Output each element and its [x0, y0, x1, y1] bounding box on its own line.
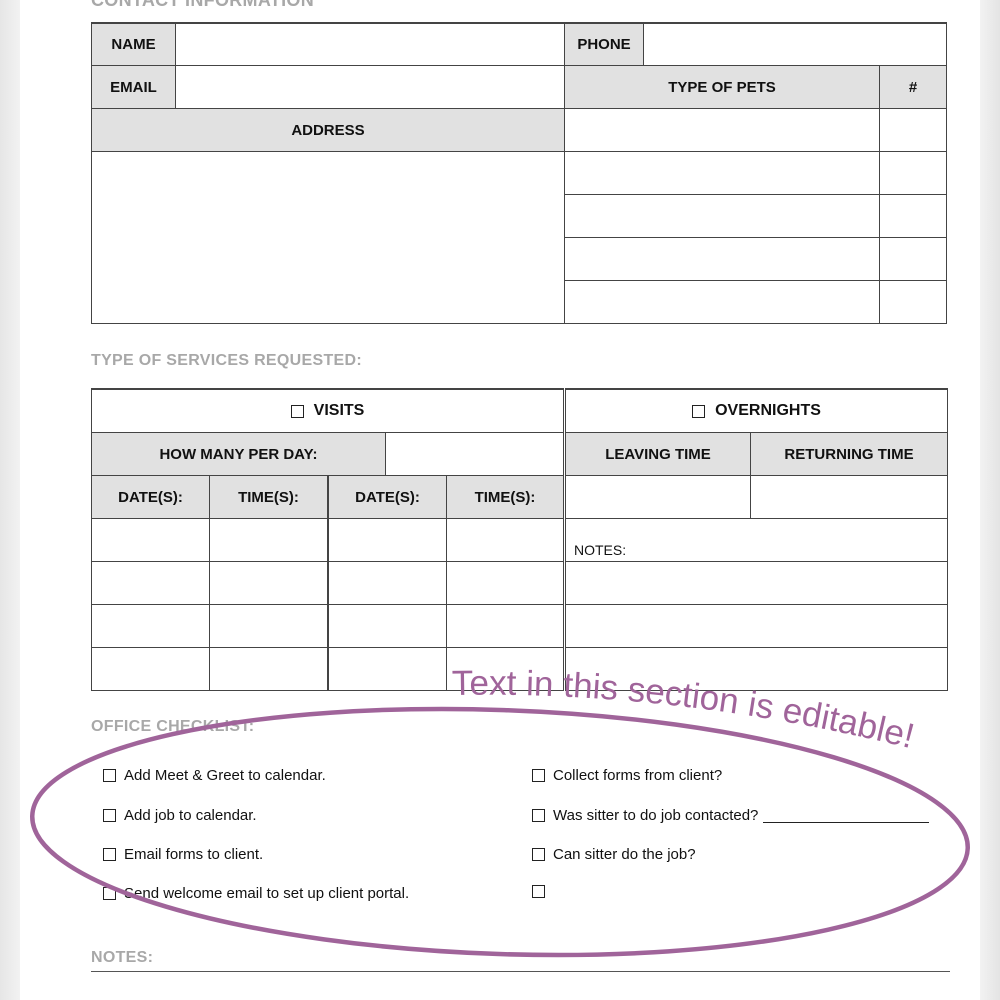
visits-label: VISITS	[313, 402, 365, 419]
checklist-item[interactable]: Add job to calendar.	[103, 807, 257, 824]
checkbox[interactable]	[532, 809, 545, 822]
checkbox[interactable]	[103, 848, 116, 861]
pets-label: TYPE OF PETS	[564, 65, 880, 109]
checklist-heading: OFFICE CHECKLIST:	[91, 718, 255, 735]
pet-count-field[interactable]	[879, 280, 947, 324]
checklist-item[interactable]: Add Meet & Greet to calendar.	[103, 767, 326, 784]
leaving-time-label: LEAVING TIME	[565, 432, 751, 476]
item-label: Can sitter do the job?	[553, 846, 696, 863]
phone-label: PHONE	[564, 22, 644, 66]
checkbox[interactable]	[532, 848, 545, 861]
item-label: Email forms to client.	[124, 846, 264, 863]
item-label: Add job to calendar.	[124, 807, 257, 824]
times-label: TIME(S):	[209, 475, 328, 519]
notes-line[interactable]	[91, 971, 950, 972]
address-label: ADDRESS	[91, 108, 565, 152]
overnight-notes-line[interactable]	[565, 647, 948, 691]
pets-count-label: #	[879, 65, 947, 109]
overnights-label: OVERNIGHTS	[715, 402, 821, 419]
services-heading: TYPE OF SERVICES REQUESTED:	[91, 352, 362, 369]
checkbox[interactable]	[103, 769, 116, 782]
checklist-item[interactable]: Was sitter to do job contacted?	[532, 807, 930, 824]
checklist-item[interactable]: Can sitter do the job?	[532, 846, 696, 863]
notes-heading: NOTES:	[91, 949, 154, 966]
checklist-item[interactable]: Collect forms from client?	[532, 767, 722, 784]
item-label: Was sitter to do job contacted?	[553, 807, 759, 824]
item-label: Add Meet & Greet to calendar.	[124, 767, 326, 784]
checklist-item[interactable]	[532, 885, 553, 898]
notes-label: NOTES:	[574, 542, 627, 558]
dates-label: DATE(S):	[327, 475, 447, 519]
checkbox[interactable]	[532, 885, 545, 898]
overnights-checkbox[interactable]	[692, 404, 706, 418]
item-label: Send welcome email to set up client port…	[124, 885, 410, 902]
name-label: NAME	[91, 22, 176, 66]
how-many-label: HOW MANY PER DAY:	[91, 432, 386, 476]
sitter-contacted-field[interactable]	[763, 808, 930, 823]
checklist-item[interactable]: Email forms to client.	[103, 846, 263, 863]
dates-label: DATE(S):	[91, 475, 210, 519]
checkbox[interactable]	[532, 769, 545, 782]
visit-cell[interactable]	[446, 647, 564, 691]
highlight-ellipse	[30, 706, 970, 958]
checkbox[interactable]	[103, 809, 116, 822]
contact-heading: CONTACT INFORMATION	[91, 0, 315, 10]
visits-checkbox[interactable]	[290, 404, 304, 418]
item-label: Collect forms from client?	[553, 767, 723, 784]
